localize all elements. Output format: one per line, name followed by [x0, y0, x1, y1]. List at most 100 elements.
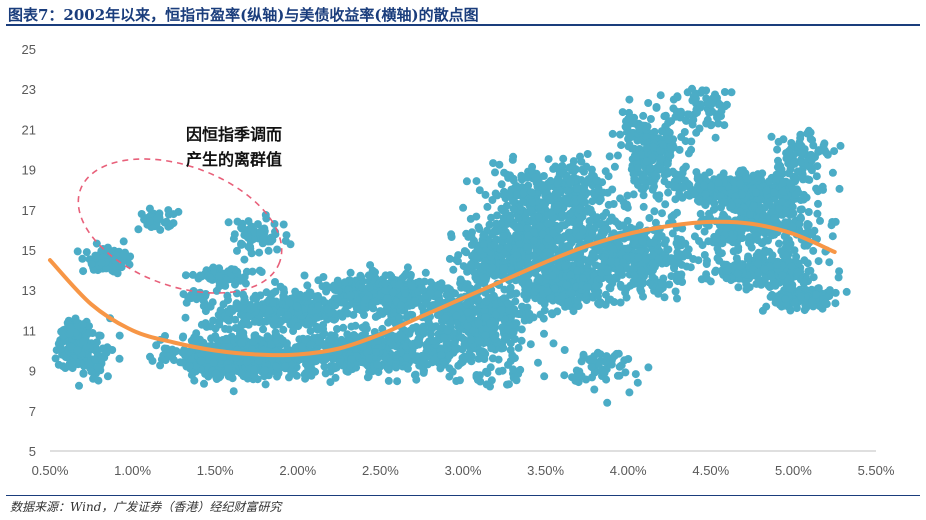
scatter-point	[586, 205, 595, 214]
scatter-point	[607, 213, 616, 222]
scatter-point	[346, 268, 355, 277]
scatter-point	[610, 162, 619, 171]
scatter-point	[402, 269, 411, 278]
scatter-point	[609, 200, 618, 208]
scatter-point	[594, 184, 603, 193]
scatter-point	[481, 190, 490, 199]
scatter-point	[787, 262, 796, 271]
scatter-point	[800, 256, 809, 265]
scatter-point	[622, 293, 631, 302]
scatter-point	[303, 281, 312, 290]
scatter-point	[673, 252, 682, 261]
scatter-point	[347, 355, 356, 364]
scatter-point	[562, 281, 571, 290]
scatter-point	[513, 190, 521, 199]
scatter-point	[406, 310, 415, 319]
y-tick-label: 11	[23, 323, 37, 338]
scatter-point	[222, 335, 231, 344]
scatter-point	[248, 345, 256, 354]
chart-title: 图表7：2002年以来，恒指市盈率(纵轴)与美债收益率(横轴)的散点图	[8, 6, 479, 24]
scatter-point	[526, 206, 535, 214]
scatter-point	[365, 354, 373, 363]
scatter-point	[340, 298, 349, 307]
scatter-point	[794, 268, 803, 277]
scatter-point	[638, 237, 647, 246]
scatter-point	[554, 189, 562, 198]
scatter-point	[152, 341, 161, 350]
scatter-point	[575, 216, 584, 225]
scatter-point	[209, 358, 218, 367]
scatter-point	[821, 298, 830, 307]
scatter-point	[735, 179, 744, 188]
scatter-point	[642, 157, 651, 166]
scatter-point	[237, 302, 246, 311]
scatter-point	[762, 186, 771, 195]
scatter-point	[516, 260, 525, 269]
scatter-point	[224, 342, 233, 351]
scatter-point	[180, 345, 189, 354]
scatter-point	[749, 202, 758, 210]
scatter-point	[677, 174, 686, 182]
scatter-point	[358, 331, 366, 340]
y-tick-label: 13	[22, 283, 36, 298]
scatter-point	[835, 267, 844, 276]
scatter-point	[518, 198, 527, 206]
scatter-point	[561, 261, 570, 270]
scatter-point	[237, 369, 246, 378]
scatter-point	[566, 270, 575, 279]
scatter-point	[588, 170, 597, 179]
scatter-point	[509, 152, 518, 161]
scatter-point	[743, 174, 752, 183]
scatter-point	[717, 203, 725, 212]
scatter-point	[467, 335, 476, 344]
scatter-point	[639, 173, 648, 181]
scatter-point	[490, 240, 499, 249]
scatter-point	[374, 311, 383, 320]
scatter-point	[384, 376, 393, 385]
scatter-point	[556, 234, 565, 243]
scatter-point	[639, 202, 648, 211]
scatter-point	[309, 334, 318, 342]
scatter-point	[814, 257, 823, 266]
scatter-point	[506, 266, 515, 275]
scatter-point	[742, 280, 751, 289]
scatter-point	[401, 289, 409, 298]
scatter-point	[497, 180, 506, 189]
scatter-point	[831, 217, 840, 226]
scatter-point	[671, 182, 680, 191]
scatter-point	[426, 289, 435, 298]
scatter-point	[617, 282, 626, 291]
scatter-point	[506, 214, 515, 223]
scatter-point	[200, 379, 208, 388]
scatter-point	[535, 275, 544, 284]
scatter-point	[585, 217, 594, 225]
scatter-point	[381, 286, 390, 295]
scatter-point	[808, 230, 817, 239]
scatter-point	[181, 313, 190, 322]
scatter-point	[738, 190, 747, 199]
scatter-point	[504, 306, 513, 315]
scatter-point	[767, 272, 776, 281]
scatter-point	[720, 211, 729, 220]
scatter-point	[734, 283, 743, 292]
scatter-point	[334, 287, 343, 295]
scatter-point	[363, 348, 372, 357]
scatter-point	[639, 191, 648, 200]
scatter-point	[630, 271, 639, 280]
scatter-point	[768, 251, 777, 260]
scatter-point	[268, 289, 277, 298]
scatter-point	[604, 295, 613, 304]
y-tick-label: 5	[29, 444, 36, 459]
scatter-point	[646, 164, 654, 173]
scatter-point	[591, 281, 600, 290]
scatter-point	[487, 344, 496, 353]
scatter-point	[625, 108, 633, 117]
scatter-point	[700, 199, 709, 207]
scatter-point	[397, 301, 406, 310]
scatter-point	[631, 152, 640, 161]
scatter-point	[423, 360, 432, 369]
scatter-point	[654, 255, 663, 264]
scatter-point	[254, 335, 263, 343]
scatter-point	[594, 299, 603, 308]
scatter-point	[546, 196, 555, 205]
